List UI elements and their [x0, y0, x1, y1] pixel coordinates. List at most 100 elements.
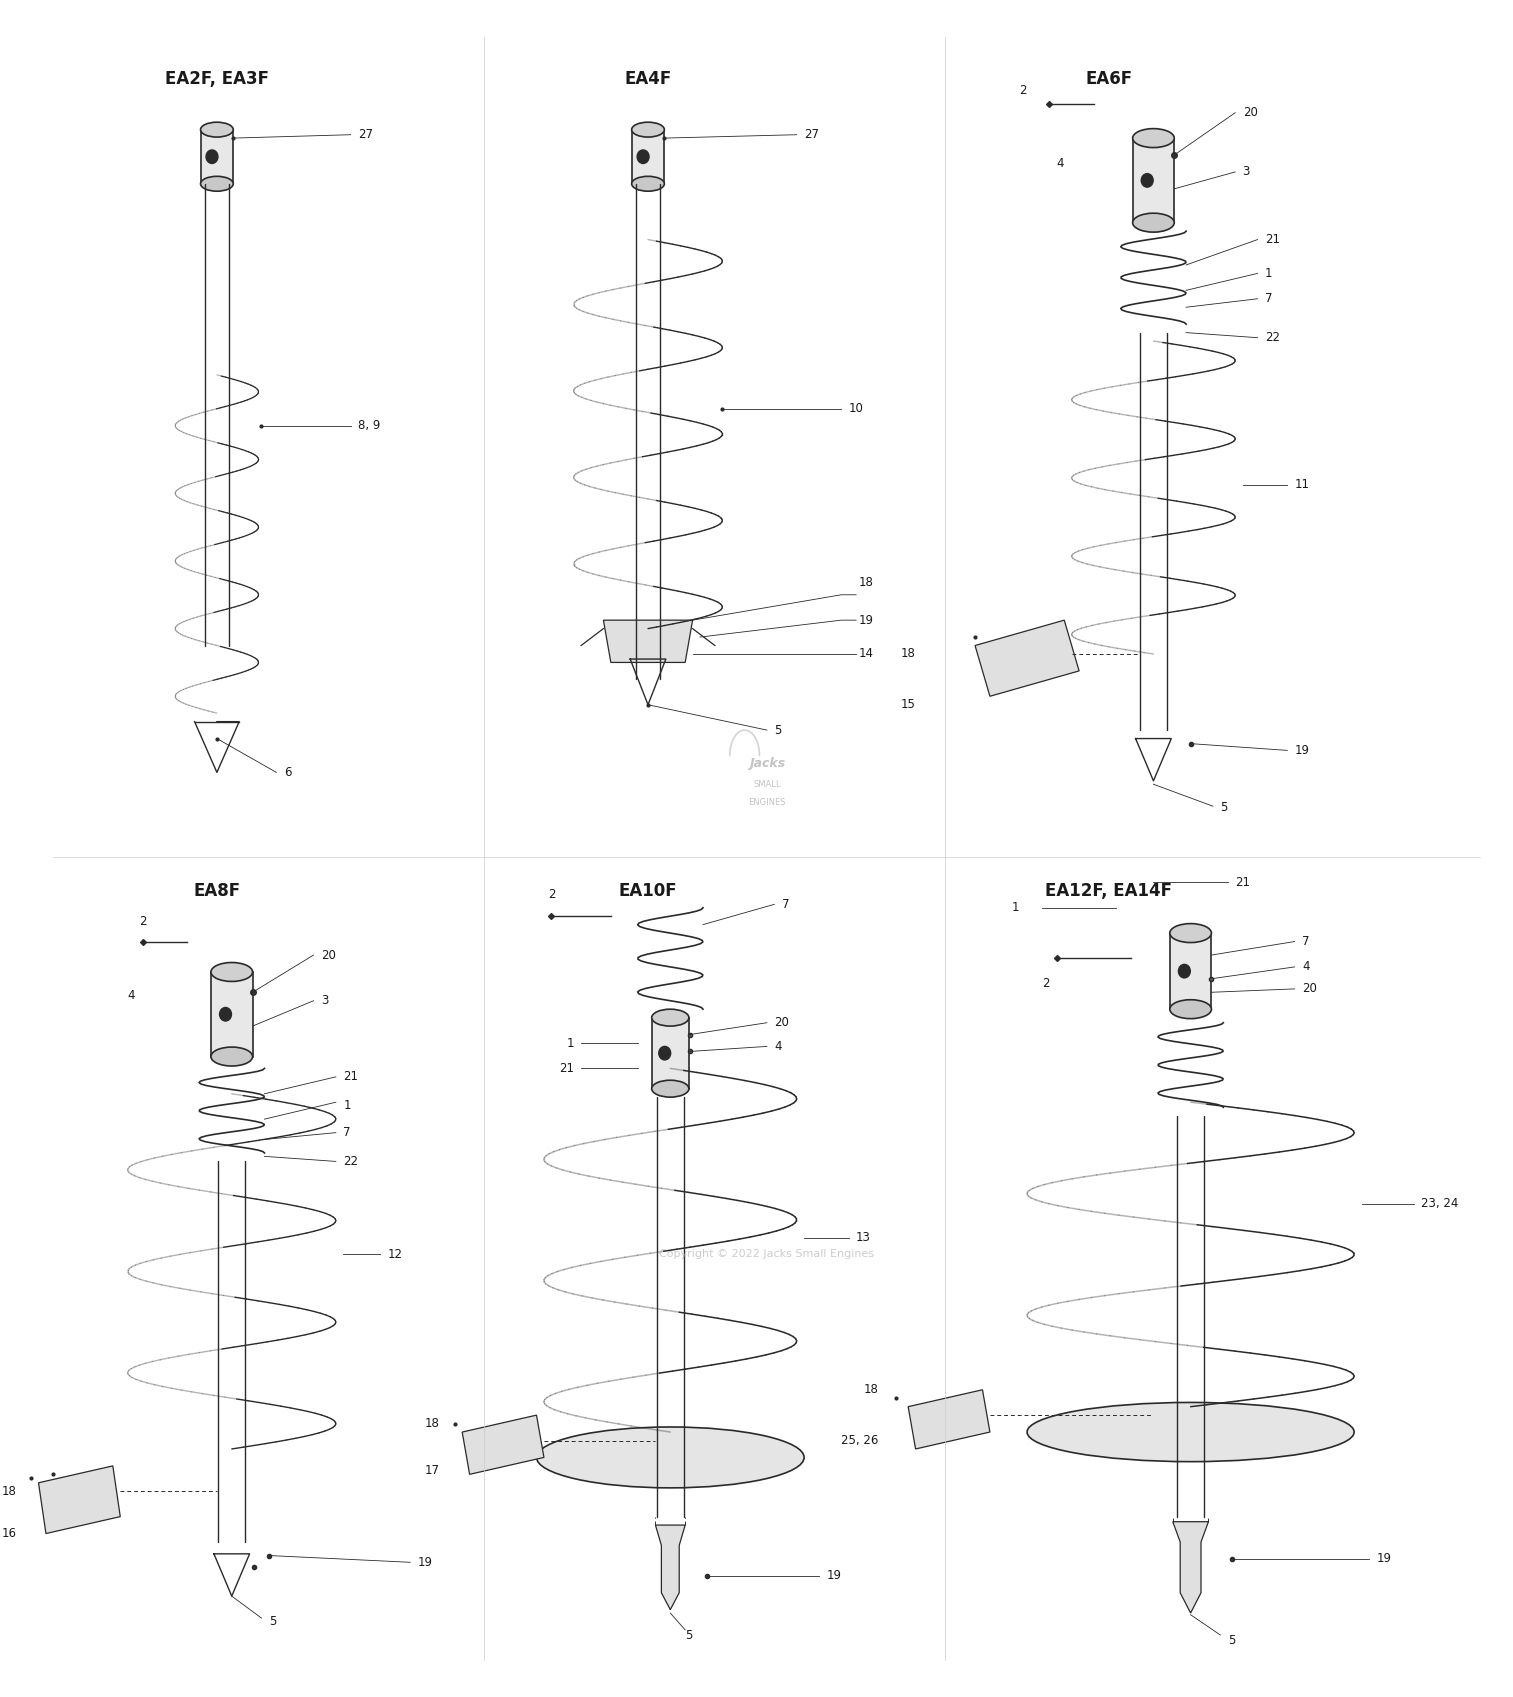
Ellipse shape	[1027, 1402, 1354, 1461]
Text: 19: 19	[418, 1556, 433, 1568]
Text: EA10F: EA10F	[619, 882, 678, 899]
Ellipse shape	[537, 1427, 803, 1488]
Text: 21: 21	[1235, 876, 1250, 889]
Text: 7: 7	[343, 1127, 351, 1139]
Polygon shape	[974, 619, 1079, 696]
Text: 3: 3	[321, 994, 328, 1008]
Text: 18: 18	[425, 1417, 440, 1431]
Text: 1: 1	[566, 1037, 573, 1049]
Text: 5: 5	[269, 1616, 277, 1627]
Text: SMALL: SMALL	[753, 779, 781, 789]
Text: 14: 14	[859, 648, 875, 660]
Text: 18: 18	[900, 648, 915, 660]
Text: 22: 22	[343, 1156, 359, 1168]
Text: EA8F: EA8F	[194, 882, 241, 899]
Text: 1: 1	[1012, 901, 1020, 915]
Text: 27: 27	[803, 129, 819, 141]
Text: 5: 5	[775, 723, 782, 736]
Text: 7: 7	[1303, 935, 1310, 949]
Bar	[631, 129, 664, 183]
Text: 18: 18	[859, 577, 875, 589]
Text: 23, 24: 23, 24	[1421, 1196, 1459, 1210]
Bar	[652, 1018, 688, 1089]
Circle shape	[658, 1047, 670, 1061]
Text: 21: 21	[1265, 232, 1280, 246]
Text: 6: 6	[284, 765, 292, 779]
Circle shape	[637, 149, 649, 163]
Text: 27: 27	[359, 129, 374, 141]
Text: 19: 19	[1377, 1553, 1392, 1565]
Bar	[201, 129, 233, 183]
Text: 15: 15	[900, 697, 915, 711]
Ellipse shape	[210, 962, 253, 981]
Ellipse shape	[652, 1010, 688, 1027]
Text: 3: 3	[1242, 165, 1250, 178]
Text: 5: 5	[685, 1629, 693, 1641]
Text: 12: 12	[387, 1247, 402, 1261]
Text: 4: 4	[775, 1040, 782, 1052]
Ellipse shape	[210, 1047, 253, 1066]
Text: EA2F, EA3F: EA2F, EA3F	[165, 70, 269, 88]
Text: 11: 11	[1295, 479, 1310, 492]
Polygon shape	[461, 1415, 545, 1475]
Polygon shape	[38, 1466, 120, 1534]
Text: 5: 5	[1227, 1634, 1235, 1646]
Text: 13: 13	[856, 1230, 871, 1244]
Text: 5: 5	[1221, 801, 1227, 815]
Text: 20: 20	[775, 1017, 790, 1028]
Text: 25, 26: 25, 26	[841, 1434, 879, 1448]
Ellipse shape	[201, 122, 233, 137]
Text: 7: 7	[1265, 292, 1272, 305]
Polygon shape	[655, 1526, 685, 1610]
Circle shape	[1179, 964, 1191, 977]
Text: 8, 9: 8, 9	[359, 419, 380, 433]
Text: 2: 2	[139, 915, 147, 928]
Ellipse shape	[1170, 923, 1212, 942]
Text: 16: 16	[2, 1527, 17, 1541]
Ellipse shape	[1133, 129, 1174, 148]
Text: EA4F: EA4F	[625, 70, 672, 88]
Text: 1: 1	[343, 1100, 351, 1112]
Text: 19: 19	[1295, 743, 1310, 757]
Ellipse shape	[631, 176, 664, 192]
Text: Copyright © 2022 Jacks Small Engines: Copyright © 2022 Jacks Small Engines	[660, 1249, 875, 1259]
Bar	[1133, 137, 1174, 222]
Circle shape	[1141, 173, 1153, 187]
Text: 4: 4	[1056, 156, 1064, 170]
Ellipse shape	[1170, 1000, 1212, 1018]
Text: 22: 22	[1265, 331, 1280, 344]
Text: EA6F: EA6F	[1085, 70, 1132, 88]
Text: 2: 2	[1020, 85, 1027, 97]
Circle shape	[219, 1008, 231, 1022]
Text: 2: 2	[548, 888, 555, 901]
Polygon shape	[604, 619, 693, 662]
Text: 21: 21	[558, 1062, 573, 1074]
Polygon shape	[908, 1390, 990, 1449]
Text: 7: 7	[782, 898, 790, 911]
Bar	[210, 972, 253, 1057]
Text: 4: 4	[127, 989, 135, 1003]
Text: 2: 2	[1042, 977, 1050, 991]
Ellipse shape	[631, 122, 664, 137]
Text: EA12F, EA14F: EA12F, EA14F	[1045, 882, 1173, 899]
Polygon shape	[1173, 1522, 1209, 1614]
Text: 1: 1	[1265, 266, 1272, 280]
Text: 19: 19	[826, 1570, 841, 1582]
Text: 18: 18	[864, 1383, 879, 1397]
Text: 20: 20	[1303, 983, 1316, 996]
Ellipse shape	[201, 176, 233, 192]
Text: 4: 4	[1303, 961, 1310, 974]
Text: 19: 19	[859, 614, 875, 626]
Text: ENGINES: ENGINES	[749, 798, 785, 808]
Text: 18: 18	[2, 1485, 17, 1498]
Text: 21: 21	[343, 1071, 359, 1083]
Ellipse shape	[652, 1081, 688, 1098]
Text: 20: 20	[321, 949, 336, 962]
Text: 20: 20	[1242, 107, 1257, 119]
Bar	[1170, 933, 1212, 1010]
Text: 10: 10	[849, 402, 864, 416]
Text: 17: 17	[425, 1465, 440, 1478]
Circle shape	[206, 149, 218, 163]
Ellipse shape	[1133, 214, 1174, 232]
Text: Jacks: Jacks	[749, 757, 785, 770]
